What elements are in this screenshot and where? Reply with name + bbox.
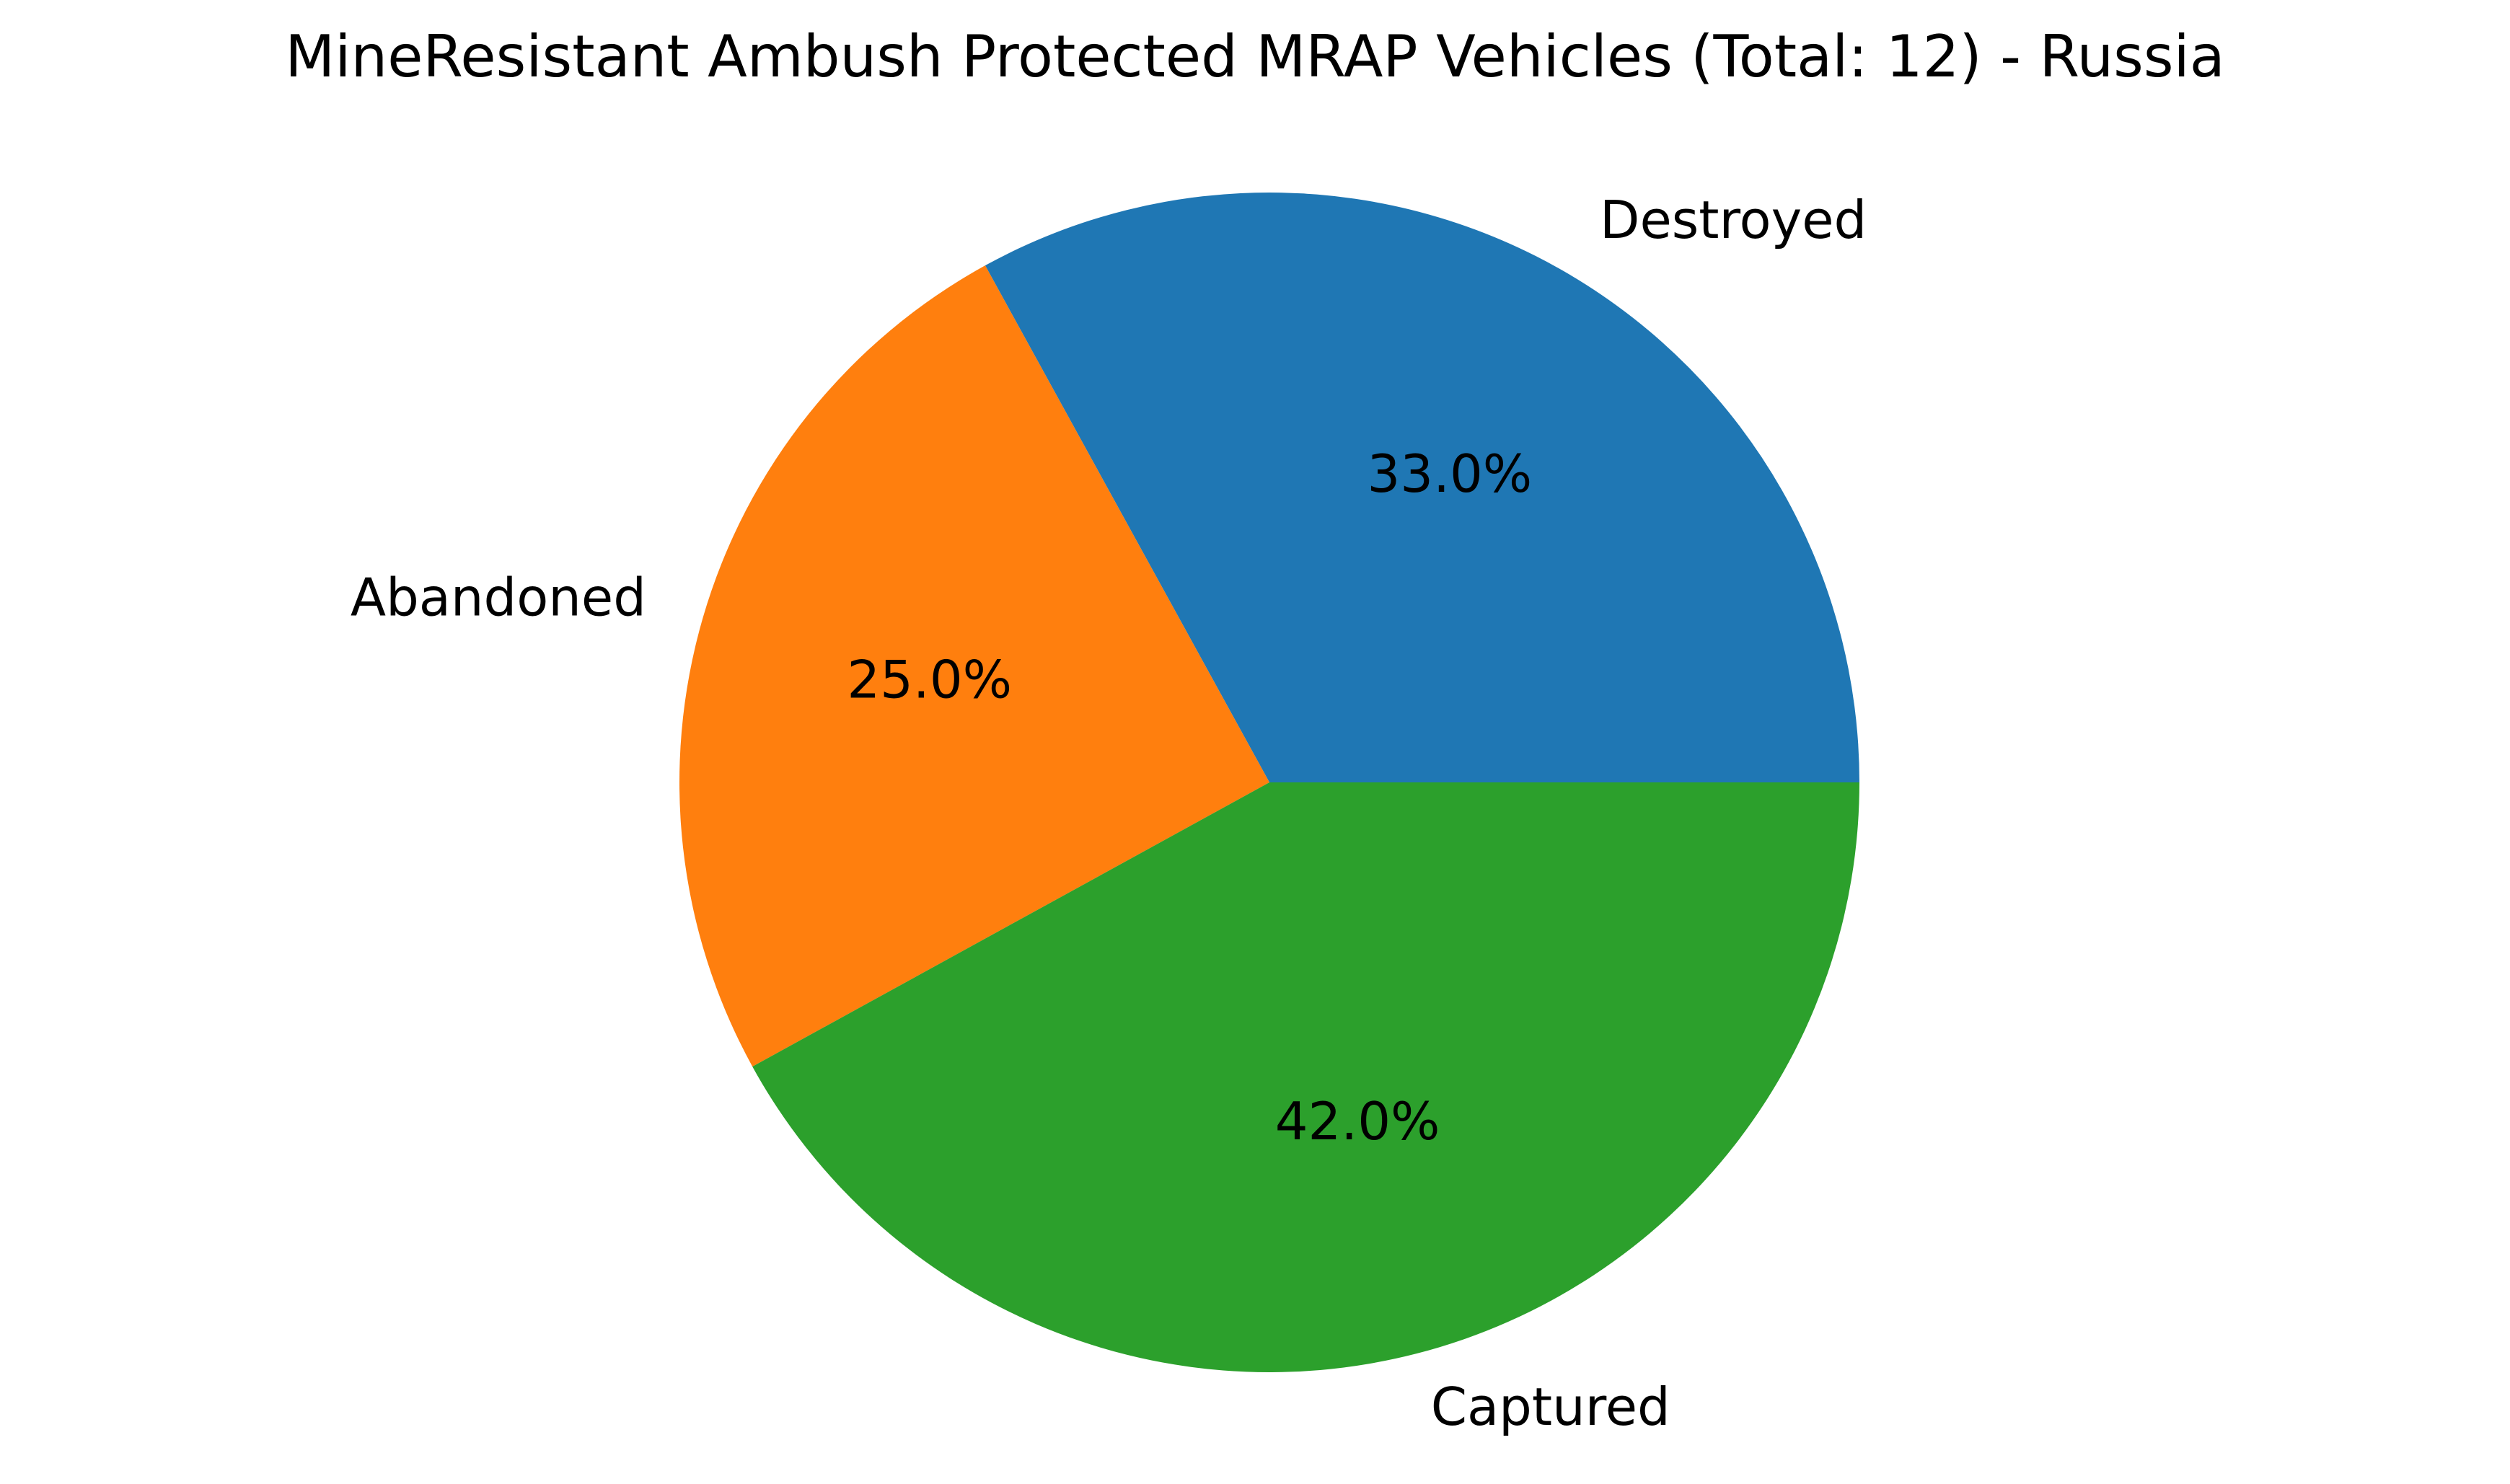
pie-slice-destroyed <box>985 193 1859 783</box>
percent-label-captured: 42.0% <box>1275 1091 1440 1152</box>
slice-label-abandoned: Abandoned <box>351 567 646 627</box>
percent-label-destroyed: 33.0% <box>1367 443 1532 504</box>
pie-slice-captured <box>752 782 1859 1373</box>
pie-slice-abandoned <box>679 265 1269 1067</box>
slice-label-destroyed: Destroyed <box>1600 190 1867 250</box>
pie-labels: Destroyed 33.0% Abandoned 25.0% Captured 42.0… <box>351 190 1867 1437</box>
chart-title: MineResistant Ambush Protected MRAP Vehi… <box>285 23 2225 90</box>
slice-label-captured: Captured <box>1431 1377 1670 1437</box>
percent-label-abandoned: 25.0% <box>847 650 1012 710</box>
pie-slices <box>679 193 1859 1373</box>
